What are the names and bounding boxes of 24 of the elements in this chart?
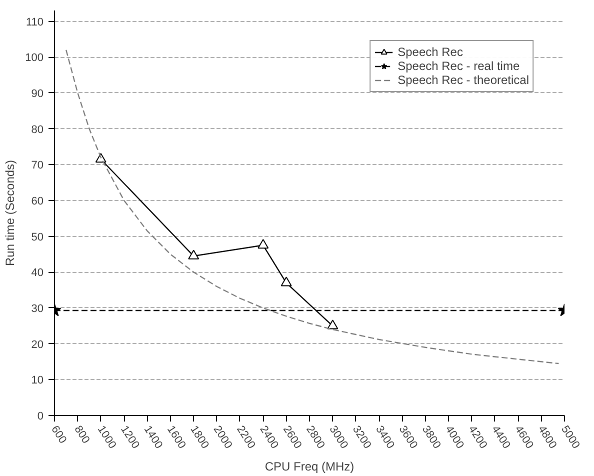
point <box>188 250 200 260</box>
y-tick-label: 30 <box>31 302 44 315</box>
y-tick-label: 70 <box>31 160 44 172</box>
y-tick-label: 60 <box>31 195 44 208</box>
x-tick-label: 600 <box>48 424 69 446</box>
y-tick-label: 50 <box>31 231 44 244</box>
y-tick-label: 40 <box>31 267 44 280</box>
y-tick-label: 100 <box>25 52 44 64</box>
y-tick-label: 20 <box>31 338 44 351</box>
y-tick-label: 10 <box>31 374 44 387</box>
point <box>327 320 338 330</box>
legend-label: Speech Rec <box>398 45 463 59</box>
line-series <box>65 49 560 364</box>
x-axis-title: CPU Freq (MHz) <box>264 459 354 474</box>
x-tick-label: 800 <box>72 424 92 446</box>
y-tick-label: 110 <box>26 16 44 28</box>
legend-label: Speech Rec - real time <box>398 59 520 73</box>
y-axis-title: Run time (Seconds) <box>3 160 18 266</box>
y-tick-label: 90 <box>31 88 44 100</box>
point <box>258 238 269 249</box>
point <box>280 276 292 286</box>
legend-label: Speech Rec - theoretical <box>398 73 529 87</box>
y-tick-label: 80 <box>31 124 44 136</box>
y-tick-label: 0 <box>37 410 44 422</box>
